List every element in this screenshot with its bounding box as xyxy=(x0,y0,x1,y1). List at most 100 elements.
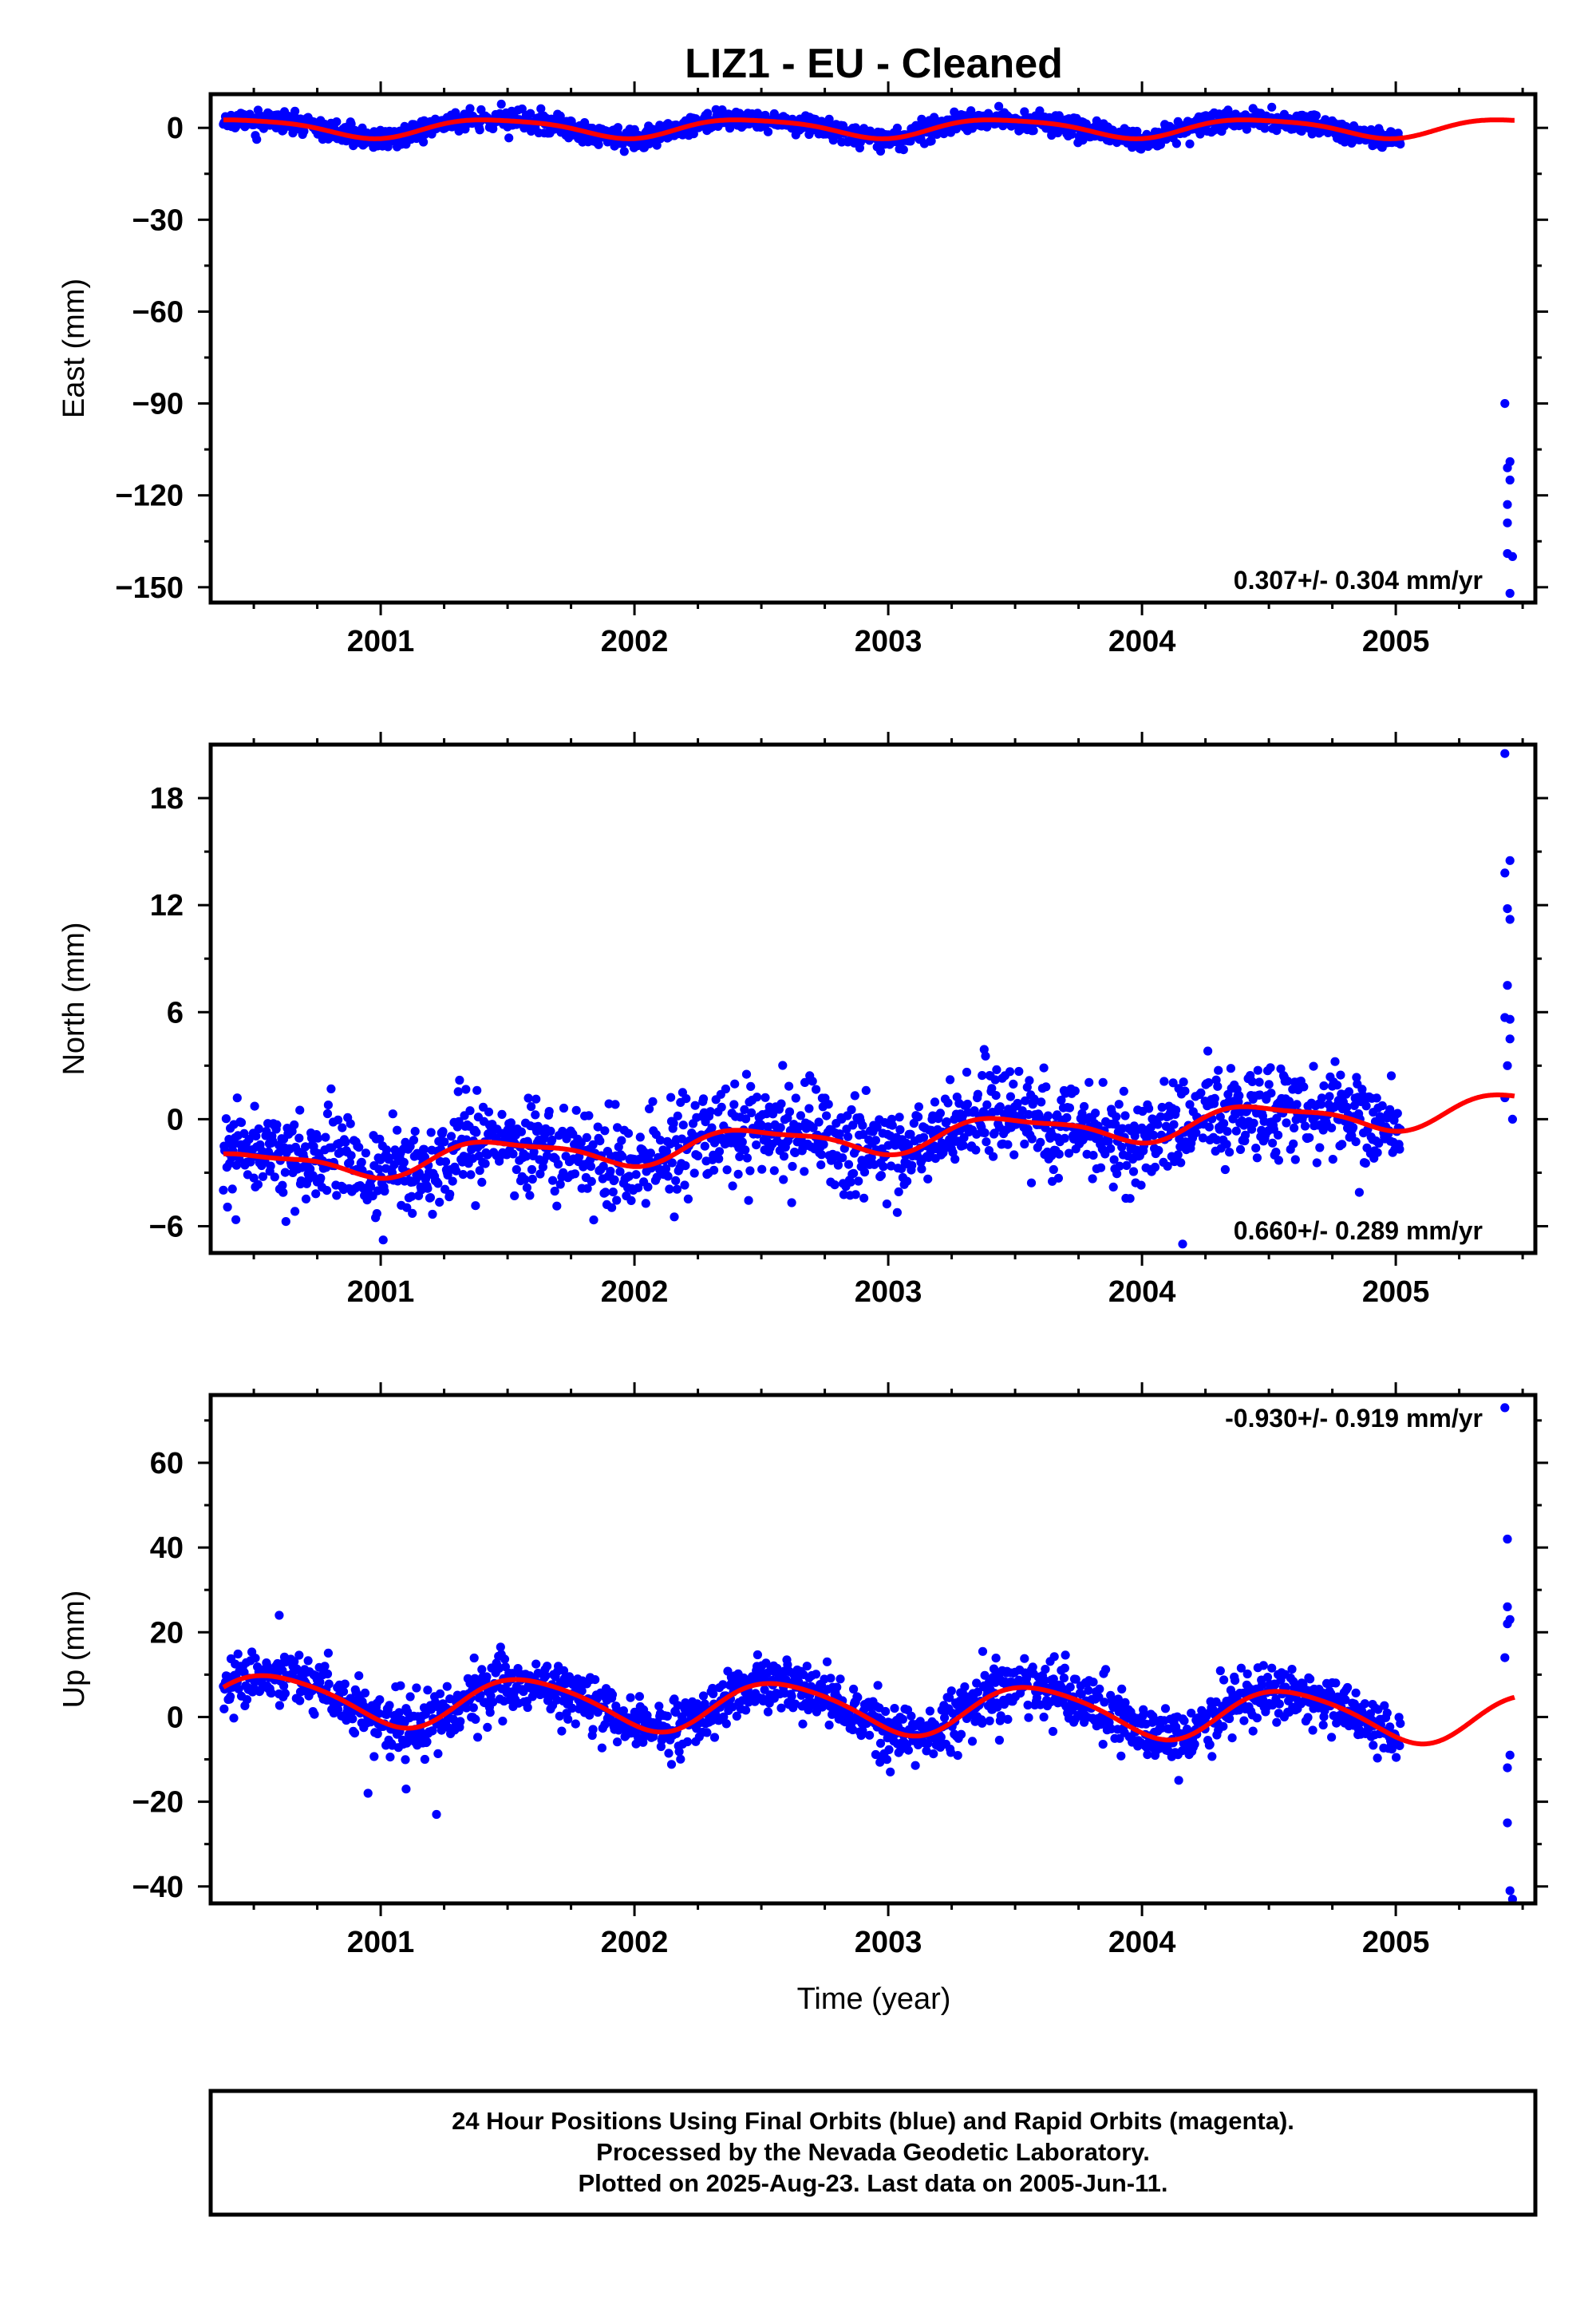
up-data-point xyxy=(890,1704,899,1713)
north-data-point xyxy=(290,1207,300,1216)
up-data-point xyxy=(993,1702,1002,1712)
north-data-point xyxy=(943,1098,953,1108)
up-data-point xyxy=(634,1692,645,1701)
north-data-point xyxy=(535,1169,545,1179)
north-data-point xyxy=(892,1207,902,1217)
up-data-point xyxy=(865,1730,875,1740)
north-ytick-label: 12 xyxy=(150,889,184,923)
up-data-point xyxy=(664,1749,674,1758)
up-data-point xyxy=(559,1666,569,1675)
north-data-point xyxy=(1219,1119,1229,1128)
north-outlier-point xyxy=(1503,1061,1512,1070)
up-data-point xyxy=(322,1669,333,1679)
east-data-point xyxy=(1171,139,1181,148)
north-data-point xyxy=(272,1120,282,1129)
north-data-point xyxy=(472,1085,482,1095)
up-data-point xyxy=(471,1714,480,1724)
up-data-point xyxy=(219,1704,229,1713)
north-data-point xyxy=(393,1125,402,1135)
north-data-point xyxy=(847,1105,856,1115)
north-data-point xyxy=(698,1094,709,1104)
north-data-point xyxy=(1330,1057,1340,1066)
up-data-point xyxy=(496,1642,505,1652)
north-data-point xyxy=(1014,1066,1024,1077)
up-data-point xyxy=(709,1689,718,1698)
north-data-point xyxy=(346,1151,356,1160)
up-data-point xyxy=(790,1699,800,1709)
north-data-point xyxy=(1041,1082,1051,1092)
north-data-point xyxy=(1005,1092,1015,1101)
north-data-point xyxy=(816,1150,827,1160)
north-data-point xyxy=(374,1164,384,1174)
north-data-point xyxy=(280,1168,290,1177)
up-data-point xyxy=(469,1653,479,1663)
north-xtick-label: 2001 xyxy=(347,1275,415,1309)
north-data-point xyxy=(895,1124,905,1135)
north-data-point xyxy=(741,1114,751,1124)
up-data-point xyxy=(1392,1753,1401,1762)
up-data-point xyxy=(279,1681,289,1691)
up-data-point xyxy=(898,1714,907,1724)
north-data-point xyxy=(717,1102,726,1112)
north-data-point xyxy=(894,1187,903,1196)
up-data-point xyxy=(324,1679,334,1689)
up-data-point xyxy=(1369,1741,1378,1750)
north-data-point xyxy=(1333,1081,1342,1090)
up-data-point xyxy=(473,1733,483,1742)
east-model-line xyxy=(222,117,1516,141)
up-data-point xyxy=(822,1657,832,1666)
up-data-point xyxy=(1396,1719,1405,1729)
east-data-point xyxy=(290,106,300,116)
up-data-point xyxy=(567,1703,577,1713)
north-data-point xyxy=(254,1124,263,1134)
north-data-point xyxy=(1003,1140,1013,1149)
east-ytick-label: 0 xyxy=(167,112,184,145)
up-data-point xyxy=(423,1686,433,1695)
north-data-point xyxy=(1251,1144,1261,1153)
north-data-point xyxy=(435,1197,444,1207)
up-data-point xyxy=(1032,1693,1041,1702)
north-outlier-point xyxy=(1503,981,1512,990)
up-data-point xyxy=(428,1726,437,1736)
north-data-point xyxy=(1159,1077,1169,1086)
north-data-point xyxy=(452,1166,461,1176)
up-data-point xyxy=(1041,1665,1050,1674)
up-data-point xyxy=(945,1693,954,1702)
north-data-point xyxy=(365,1181,376,1191)
north-data-point xyxy=(1168,1078,1178,1088)
north-data-point xyxy=(414,1168,425,1178)
up-data-point xyxy=(753,1650,763,1660)
north-data-point xyxy=(1054,1149,1064,1159)
up-data-point xyxy=(999,1699,1009,1709)
up-data-point xyxy=(1061,1650,1070,1660)
north-data-point xyxy=(1276,1064,1286,1073)
north-data-point xyxy=(666,1093,676,1102)
up-data-point xyxy=(1332,1718,1341,1728)
north-data-point xyxy=(1203,1078,1214,1088)
north-data-point xyxy=(1026,1178,1037,1188)
north-data-point xyxy=(1180,1086,1190,1096)
north-data-point xyxy=(1117,1124,1128,1133)
up-data-point xyxy=(369,1752,379,1761)
north-data-point xyxy=(1169,1120,1179,1129)
north-data-point xyxy=(582,1132,591,1142)
north-data-point xyxy=(484,1107,494,1117)
up-data-point xyxy=(873,1681,883,1690)
north-data-point xyxy=(742,1153,753,1163)
north-outlier-point xyxy=(1503,904,1512,914)
north-data-point xyxy=(1223,1127,1232,1136)
north-data-point xyxy=(626,1196,636,1205)
up-data-point xyxy=(940,1713,950,1722)
east-outlier-point xyxy=(1500,399,1510,409)
east-data-point xyxy=(926,136,936,146)
north-data-point xyxy=(601,1188,610,1197)
up-data-point xyxy=(1219,1675,1229,1685)
north-data-point xyxy=(989,1152,998,1161)
north-data-point xyxy=(1039,1063,1049,1073)
north-data-point xyxy=(1122,1160,1132,1170)
up-data-point xyxy=(394,1708,404,1717)
north-data-point xyxy=(546,1126,555,1136)
up-data-point xyxy=(884,1745,894,1754)
up-data-point xyxy=(960,1682,970,1692)
north-data-point xyxy=(295,1105,305,1115)
